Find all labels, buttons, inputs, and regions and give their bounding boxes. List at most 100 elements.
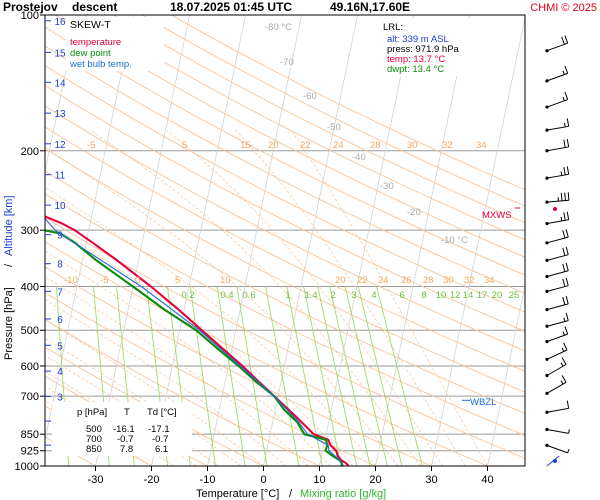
adiabat-label-upper: -5 <box>87 140 95 151</box>
wind-barb-half-flag <box>564 122 566 128</box>
mixing-ratio-line <box>265 286 300 466</box>
legend: SKEW-T temperature dew point wet bulb te… <box>66 17 164 71</box>
moist-adiabat-0 <box>45 319 264 466</box>
wind-barb-flag <box>564 35 569 44</box>
wind-barb-dot <box>545 373 549 378</box>
table-row-500-td: -17.1 <box>148 424 170 435</box>
dry-adiabat-110 <box>45 84 525 332</box>
wind-barb-dot <box>545 340 549 344</box>
adiabat-label-lower: -10 <box>64 275 78 286</box>
temperature-tick-label: 0 <box>260 474 266 486</box>
x-axis-title-temperature: Temperature [°C] <box>196 488 279 500</box>
copyright: CHMI © 2025 <box>530 2 597 14</box>
pressure-tick-label: 850 <box>21 429 39 441</box>
station-coords: 49.16N,17.60E <box>330 0 410 14</box>
altitude-tick-label: 16 <box>54 17 66 28</box>
grid-labels: -80 °C-70-60-50-40-30-20-10 °C-5 5 15 20 22 2… <box>64 22 520 401</box>
isotherm-label: -20 <box>407 207 421 218</box>
isotherm-label: -70 <box>280 57 294 68</box>
isotherm-50 <box>544 15 600 466</box>
wind-barb-staff <box>546 125 569 131</box>
wind-barb <box>545 246 569 262</box>
wind-barb <box>545 427 570 434</box>
wind-barb <box>545 91 569 109</box>
wind-barb-flag <box>562 247 566 256</box>
wind-barb <box>545 277 569 293</box>
y-axis-title-pressure: Pressure [hPa] <box>3 287 15 360</box>
dry-adiabat-160 <box>84 15 525 241</box>
wind-barb-flag <box>565 277 569 286</box>
wind-barb-flag <box>566 118 570 127</box>
wind-barb-flag <box>565 296 569 305</box>
wind-barb <box>545 357 567 378</box>
wind-barb-staff <box>546 236 569 244</box>
altitude-tick-label: 14 <box>54 78 66 89</box>
wind-barb-half-flag <box>560 362 564 367</box>
pressure-tick-label: 100 <box>21 10 39 22</box>
wind-barb-flag <box>565 262 569 271</box>
wind-barb-dot <box>545 289 549 293</box>
dry-adiabat-140 <box>45 26 525 276</box>
dry-adiabat-170 <box>113 15 525 224</box>
table-header-td: Td [°C] <box>147 407 177 418</box>
wind-barb-flag <box>561 357 567 365</box>
table-row-850-td: 6.1 <box>155 444 168 455</box>
altitude-tick-label: 8 <box>57 260 63 271</box>
wind-barb-flag <box>565 246 569 255</box>
altitude-tick-label: 15 <box>54 48 66 59</box>
wind-barb-dot <box>545 128 549 132</box>
wind-barb <box>545 342 568 361</box>
mixing-ratio-label: 6 <box>399 290 404 301</box>
legend-dew-point: dew point <box>70 48 111 59</box>
sounding-profiles <box>45 215 350 466</box>
table-row-700-t: -0.7 <box>117 434 133 445</box>
mixing-ratio-label: 3 <box>351 290 356 301</box>
moist-adiabat-8 <box>45 276 309 466</box>
pressure-tick-label: 200 <box>21 146 39 158</box>
mixing-ratio-label: 2 <box>330 290 335 301</box>
wind-barb-flag <box>564 65 569 74</box>
wind-barb-dot <box>545 149 549 153</box>
dry-adiabat-130 <box>45 45 525 294</box>
wind-barb-flag <box>563 342 568 351</box>
isotherm--30 <box>95 15 190 466</box>
wind-barb-flag <box>564 326 569 335</box>
dry-adiabat-70 <box>45 170 525 415</box>
wind-barb-staff <box>546 72 568 82</box>
wind-barb-half-flag <box>563 317 566 322</box>
altitude-tick-label: 12 <box>54 140 66 151</box>
altitude-tick-label: 13 <box>54 109 66 120</box>
wind-barb-flag <box>562 296 566 305</box>
adiabat-label-lower: 30 <box>443 275 454 286</box>
wind-barb-dot <box>545 427 549 432</box>
table-row-500-t: -16.1 <box>113 424 135 435</box>
wind-barb-staff <box>546 254 569 261</box>
sounding-datetime: 18.07.2025 01:45 UTC <box>170 0 292 14</box>
dry-adiabat-100 <box>45 105 525 352</box>
background-grid <box>45 15 600 466</box>
dry-adiabat-180 <box>142 15 525 207</box>
wind-barb-flag <box>563 139 566 148</box>
pressure-tick-label: 600 <box>21 361 39 373</box>
adiabat-label-upper: 22 <box>300 140 311 151</box>
isotherm-label: -40 <box>352 152 366 163</box>
lrl-temp: temp: 13.7 °C <box>387 54 445 65</box>
wind-barb-staff <box>546 444 568 454</box>
station-name: Prostejov <box>3 0 58 14</box>
isotherm-20 <box>375 15 470 466</box>
moist-adiabat-32 <box>166 129 444 466</box>
profile-temperature <box>45 215 350 466</box>
isotherm-label: -50 <box>327 122 341 133</box>
lrl-box: LRL: alt: 339 m ASL press: 971.9 hPa tem… <box>383 18 479 76</box>
dry-adiabat-50 <box>45 216 525 459</box>
temperature-tick-label: -20 <box>144 474 160 486</box>
adiabat-label-lower: 5 <box>175 275 180 286</box>
level-table: p [hPa] T Td [°C] 500 -16.1 -17.1 700 -0… <box>52 402 192 456</box>
profile-wet-bulb-temp <box>45 217 345 466</box>
wind-barb-dot <box>545 307 549 312</box>
adiabat-label-lower: 24 <box>378 275 389 286</box>
mixing-ratio-line <box>376 286 423 466</box>
lrl-title: LRL: <box>383 22 403 33</box>
pressure-tick-label: 1000 <box>15 461 39 473</box>
pressure-tick-label: 500 <box>21 325 39 337</box>
